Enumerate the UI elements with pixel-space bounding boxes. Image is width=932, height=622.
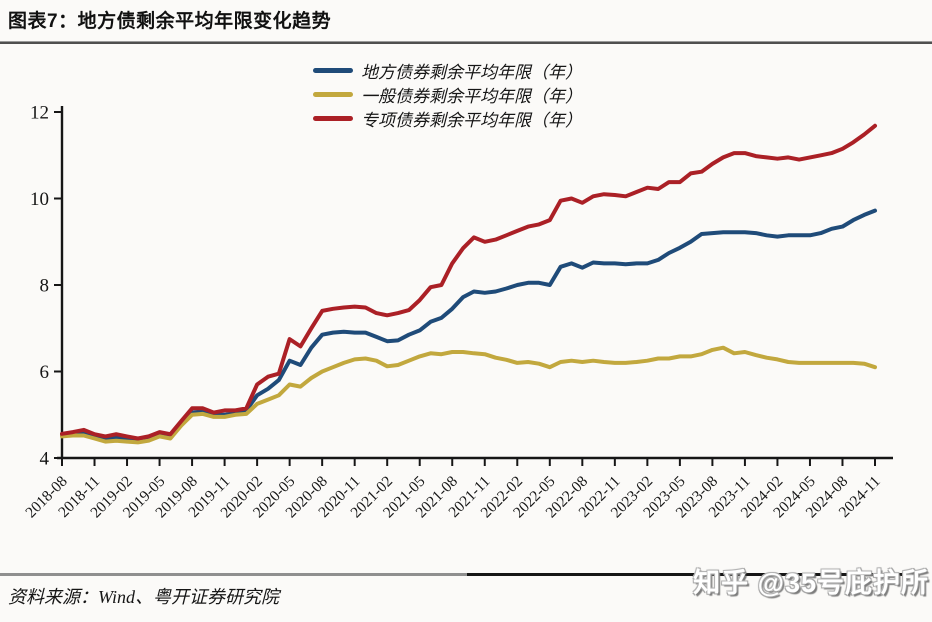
legend-swatch-icon	[313, 68, 353, 73]
watermark-text: 知乎 @35号庇护所	[693, 568, 929, 598]
legend-item-1: 一般债券剩余平均年限（年）	[313, 84, 582, 106]
series-line-0	[60, 208, 877, 442]
y-tick-label: 10	[30, 189, 49, 210]
title-underline-rule	[0, 41, 932, 44]
footer-divider-gray	[0, 573, 467, 576]
y-tick-label: 6	[40, 362, 50, 383]
legend-label: 专项债券剩余平均年限（年）	[361, 111, 582, 130]
footer-divider-black	[467, 573, 917, 576]
legend-swatch-icon	[313, 92, 353, 97]
chart-legend: 地方债券剩余平均年限（年） 一般债券剩余平均年限（年） 专项债券剩余平均年限（年）	[313, 60, 582, 130]
y-tick-label: 4	[40, 449, 50, 470]
series-line-2	[60, 123, 877, 441]
series-line-1	[60, 345, 877, 445]
page-title: 图表7：地方债剩余平均年限变化趋势	[8, 11, 332, 32]
legend-label: 一般债券剩余平均年限（年）	[361, 87, 582, 106]
y-tick-label: 8	[40, 276, 50, 297]
legend-item-0: 地方债券剩余平均年限（年）	[313, 60, 582, 82]
legend-item-2: 专项债券剩余平均年限（年）	[313, 108, 582, 130]
line-chart: 46810122018-082018-112019-022019-052019-…	[22, 103, 893, 521]
y-tick-label: 12	[30, 103, 49, 124]
legend-swatch-icon	[313, 116, 353, 121]
source-note: 资料来源：Wind、粤开证券研究院	[8, 587, 280, 607]
legend-label: 地方债券剩余平均年限（年）	[361, 63, 582, 82]
